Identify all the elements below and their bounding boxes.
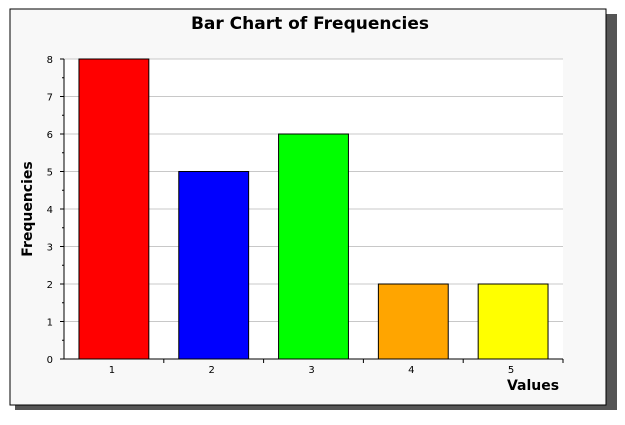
- x-tick-label: 3: [308, 365, 314, 376]
- y-tick-label: 7: [47, 93, 53, 104]
- chart-title: Bar Chart of Frequencies: [191, 14, 429, 34]
- bar-3: [278, 133, 349, 360]
- x-tick-label: 1: [109, 365, 115, 376]
- y-axis-ticks: 0 1 2 3 4 5 6 7 8: [47, 55, 64, 366]
- bar-2: [178, 171, 250, 360]
- bars: [78, 58, 549, 360]
- bar-5: [477, 283, 549, 360]
- x-axis-ticks: 1 2 3 4 5: [109, 359, 564, 376]
- y-tick-label: 1: [47, 318, 53, 329]
- x-tick-label: 4: [408, 365, 414, 376]
- x-tick-label: 5: [508, 365, 514, 376]
- bar-1: [78, 58, 150, 360]
- y-tick-label: 5: [47, 168, 53, 179]
- x-tick-label: 2: [209, 365, 215, 376]
- y-tick-label: 3: [47, 243, 53, 254]
- y-axis-label: Frequencies: [20, 161, 36, 256]
- y-tick-label: 4: [47, 205, 53, 216]
- y-tick-label: 0: [47, 355, 53, 366]
- y-tick-label: 6: [47, 130, 53, 141]
- y-tick-label: 8: [47, 55, 53, 66]
- x-axis-label: Values: [507, 378, 559, 394]
- bar-4: [377, 283, 449, 360]
- y-tick-label: 2: [47, 280, 53, 291]
